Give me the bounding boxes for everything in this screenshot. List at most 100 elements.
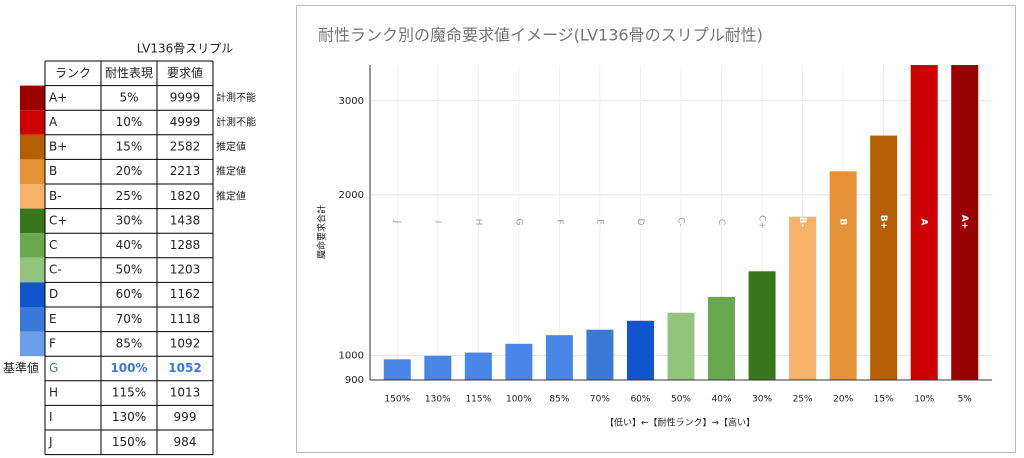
table-cell: 150% [112,435,146,449]
table-cell: 115% [112,386,146,400]
row-label: 基準値 [3,360,39,375]
bar [829,171,857,380]
table-cell: C- [49,263,62,277]
x-tick-label: 150% [384,395,410,405]
y-tick-label: 1000 [339,351,364,362]
table-cell: 20% [116,164,143,178]
table-cell: 30% [116,213,143,227]
bar-label: J [392,220,402,224]
table-cell: 4999 [170,115,201,129]
table-cell: 1162 [170,287,201,301]
header-cell: 耐性表現 [105,66,153,80]
bar [424,355,452,380]
bar-label: B [838,219,848,226]
bar-label: B- [797,217,807,228]
x-axis-label: 【低い】←【耐性ランク】→【高い】 [605,417,755,429]
chart-title: 耐性ランク別の魔命要求値イメージ(LV136骨のスリプル耐性) [318,26,763,45]
x-tick-label: 115% [465,395,491,405]
table-cell: F [49,336,56,350]
rank-swatch [20,110,45,135]
rank-swatch [20,233,45,258]
rank-swatch [20,307,45,332]
table-cell: 15% [116,140,143,154]
x-tick-label: 70% [590,395,610,405]
bar-label: A+ [959,215,969,230]
table-cell: I [49,410,53,424]
x-tick-label: 100% [506,395,532,405]
table-cell: 1203 [170,263,201,277]
y-axis-label: 魔命要求合計 [316,205,328,259]
bar-label: H [473,219,483,226]
x-tick-label: 30% [752,395,772,405]
x-tick-label: 130% [425,395,451,405]
rank-swatch [20,184,45,209]
bar-label: F [554,219,564,224]
y-tick-label: 3000 [339,96,364,107]
table-cell: 2213 [170,164,201,178]
table-cell: 1092 [170,336,201,350]
table-cell: 25% [116,189,143,203]
rank-swatch [20,134,45,160]
rank-swatch [20,208,45,234]
y-tick-label: 2000 [339,190,364,201]
bar [505,343,533,380]
bar-label: A [919,219,929,226]
chart-frame [296,5,1016,453]
header-cell: 要求値 [167,65,203,80]
table-cell: 50% [116,263,143,277]
row-note: 推定値 [216,140,246,153]
table-cell: G [49,361,58,375]
table-cell: B [49,164,57,178]
table-cell: 2582 [170,140,201,154]
x-tick-label: 15% [874,395,894,405]
table-cell: D [49,287,58,301]
y-tick-label: 900 [345,375,364,386]
rank-swatch [20,257,45,283]
table-cell: C+ [49,213,67,227]
bar-label: D [635,219,645,226]
bar-label: B+ [878,215,888,229]
table-cell: H [49,386,58,400]
bar-label: G [513,219,523,226]
bar-label: E [594,219,604,225]
rank-swatch [20,85,45,111]
table-cell: C [49,238,57,252]
table-cell: 999 [174,410,197,424]
bar [667,312,695,380]
table-cell: A+ [49,90,67,104]
x-tick-label: 25% [793,395,813,405]
table-cell: 984 [174,435,197,449]
table-cell: 5% [119,90,138,104]
row-note: 推定値 [216,189,246,202]
bar [626,320,654,380]
table-cell: 1438 [170,213,201,227]
bar [789,216,817,380]
table-cell: 1052 [168,361,201,375]
x-tick-label: 50% [671,395,691,405]
x-tick-label: 20% [833,395,853,405]
table-cell: 60% [116,287,143,301]
table-cell: B+ [49,140,67,154]
table-cell: 100% [110,361,147,375]
table-cell: 130% [112,410,146,424]
row-note: 計測不能 [216,91,256,104]
bar [464,352,492,380]
x-tick-label: 10% [914,395,934,405]
bar-label: I [432,221,442,224]
rank-swatch [20,282,45,307]
table-cell: 70% [116,312,143,326]
header-cell: ランク [55,66,91,80]
bar-label: C [716,219,726,225]
x-tick-label: 5% [958,395,973,405]
table-caption: LV136骨スリプル [137,42,233,56]
row-note: 計測不能 [216,116,256,129]
bar [910,65,938,380]
table-cell: E [49,312,57,326]
table-cell: 1118 [170,312,201,326]
bar [951,65,979,380]
rank-swatch [20,159,45,184]
bar [708,296,736,380]
bar [748,271,776,380]
table-cell: 1820 [170,189,201,203]
